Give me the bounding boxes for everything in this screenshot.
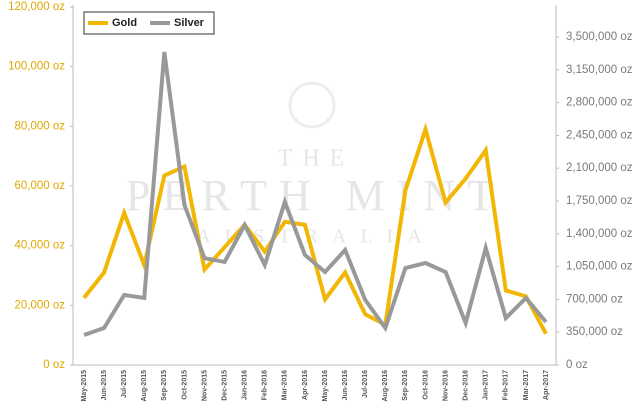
x-tick-label: Aug-2016: [382, 370, 389, 402]
legend-label: Silver: [174, 17, 205, 29]
x-tick-label: Jun-2016: [342, 370, 349, 400]
y2-tick-label: 2,800,000 oz: [566, 97, 633, 109]
x-tick-label: May-2016: [322, 370, 329, 402]
y-tick-label: 40,000 oz: [14, 240, 65, 252]
x-tick-label: Jul-2016: [362, 370, 369, 398]
x-tick-label: Sep-2015: [161, 370, 168, 401]
y2-tick-label: 350,000 oz: [566, 326, 623, 338]
y2-tick-label: 2,450,000 oz: [566, 129, 633, 141]
y2-tick-label: 1,050,000 oz: [566, 261, 633, 273]
x-tick-label: Jan-2017: [483, 370, 490, 400]
x-tick-label: Nov-2016: [442, 370, 449, 401]
y2-tick-label: 2,100,000 oz: [566, 162, 633, 174]
legend-box: [83, 11, 215, 35]
x-tick-label: Dec-2015: [221, 370, 228, 401]
x-tick-label: May-2015: [81, 370, 88, 402]
y2-tick-label: 3,500,000 oz: [566, 31, 633, 43]
y2-tick-label: 3,150,000 oz: [566, 64, 633, 76]
y-tick-label: 80,000 oz: [14, 120, 65, 132]
x-tick-label: Jan-2016: [242, 370, 249, 400]
y-tick-label: 60,000 oz: [14, 180, 65, 192]
y-tick-label: 0 oz: [43, 359, 65, 371]
watermark-logo: [288, 81, 336, 129]
x-tick-label: Apr-2017: [543, 370, 550, 400]
y2-tick-label: 700,000 oz: [566, 293, 623, 305]
x-tick-label: Feb-2016: [262, 370, 269, 400]
x-tick-label: Jul-2015: [121, 370, 128, 398]
y-tick-label: 100,000 oz: [8, 61, 65, 73]
legend-label: Gold: [112, 17, 137, 29]
y2-tick-label: 1,750,000 oz: [566, 195, 633, 207]
x-tick-label: Dec-2016: [462, 370, 469, 401]
y-tick-label: 20,000 oz: [14, 299, 65, 311]
y2-tick-label: 0 oz: [566, 359, 588, 371]
x-tick-label: Oct-2015: [181, 370, 188, 400]
x-tick-label: Mar-2016: [282, 370, 289, 400]
legend: Gold Silver: [83, 11, 215, 35]
y2-tick-label: 1,400,000 oz: [566, 228, 633, 240]
x-tick-label: Nov-2015: [201, 370, 208, 401]
x-tick-label: Sep-2016: [402, 370, 409, 401]
x-tick-label: Jun-2015: [101, 370, 108, 400]
series-line: [83, 51, 548, 337]
x-tick-label: Apr-2016: [302, 370, 309, 400]
y-tick-label: 120,000 oz: [8, 1, 65, 13]
x-tick-label: Oct-2016: [422, 370, 429, 400]
x-tick-label: Aug-2015: [141, 370, 148, 402]
x-tick-label: Mar-2017: [523, 370, 530, 400]
x-tick-label: Feb-2017: [503, 370, 510, 400]
watermark-text: THE: [278, 146, 355, 172]
